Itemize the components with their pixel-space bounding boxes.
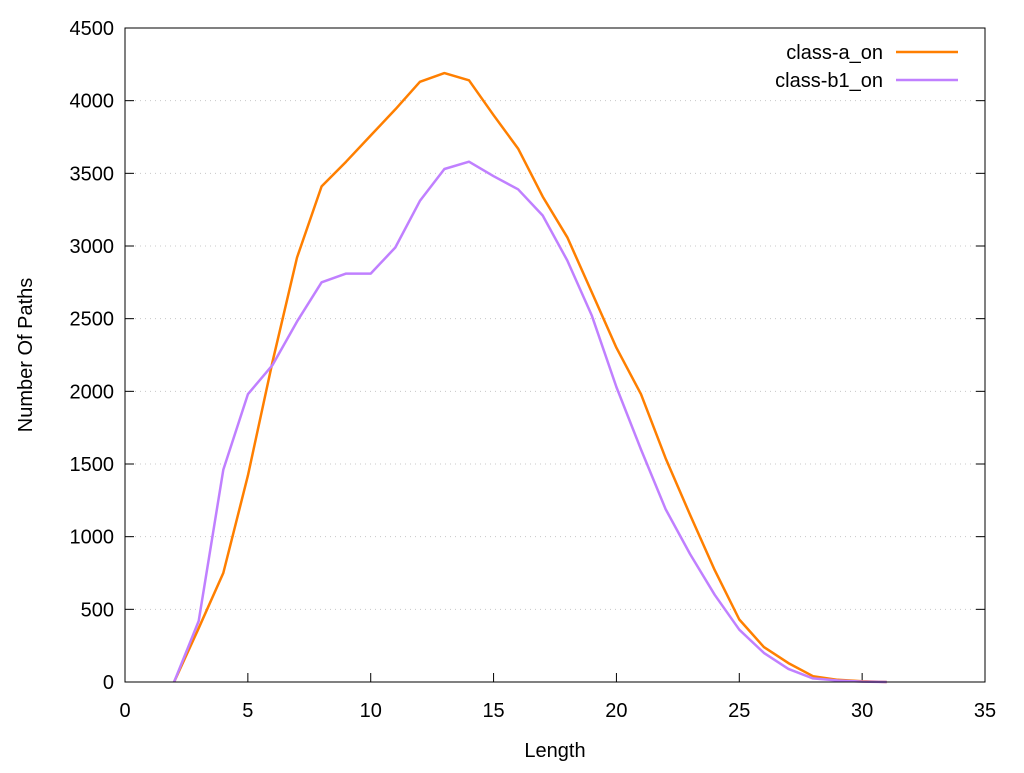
y-tick-label: 4000 (70, 91, 115, 113)
series-lines (172, 71, 887, 684)
y-tick-label: 1000 (70, 527, 115, 549)
y-tick-label: 1500 (70, 454, 115, 476)
x-tick-label: 5 (242, 700, 253, 722)
y-axis-label: Number Of Paths (15, 278, 37, 433)
x-tick-label: 25 (728, 700, 750, 722)
x-axis-label: Length (524, 740, 585, 762)
y-tick-label: 3000 (70, 236, 115, 258)
grid (125, 100, 985, 610)
ticks: 0 500 1000 1500 2000 2500 3000 3500 4000 4500 0 5 10… (70, 18, 997, 722)
x-tick-label: 0 (119, 700, 130, 722)
x-tick-label: 30 (851, 700, 873, 722)
y-tick-label: 3500 (70, 163, 115, 185)
y-tick-label: 2000 (70, 381, 115, 403)
y-tick-label: 500 (81, 599, 114, 621)
y-tick-label: 0 (103, 672, 114, 694)
series-line-class-a_on (172, 71, 887, 684)
plot-frame (124, 27, 986, 683)
x-tick-label: 35 (974, 700, 996, 722)
x-tick-label: 10 (360, 700, 382, 722)
legend: class-a_on class-b1_on (775, 42, 958, 92)
x-tick-label: 15 (482, 700, 504, 722)
legend-label: class-b1_on (775, 70, 883, 92)
series-line-class-b1_on (172, 160, 887, 684)
x-tick-label: 20 (605, 700, 627, 722)
y-tick-label: 2500 (70, 309, 115, 331)
legend-label: class-a_on (786, 42, 883, 64)
y-tick-label: 4500 (70, 18, 115, 40)
